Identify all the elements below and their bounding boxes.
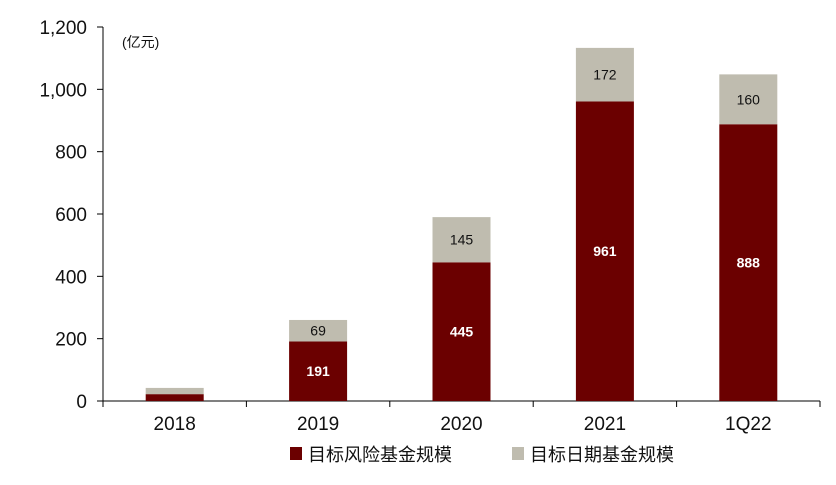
bar-segment-target-date (289, 319, 348, 342)
y-tick-label: 800 (55, 143, 87, 164)
data-label: 191 (306, 363, 330, 379)
x-tick-label: 2020 (440, 414, 482, 435)
bar-segment-target-risk (719, 124, 778, 402)
x-axis: 2018 2019 2020 2021 1Q22 (102, 400, 821, 435)
x-tick-label: 2018 (154, 414, 196, 435)
data-label: 172 (593, 67, 617, 83)
data-label: 888 (737, 255, 761, 271)
x-tick-label: 2021 (584, 414, 626, 435)
y-tick-label: 200 (55, 330, 87, 351)
y-tick-label: 1,000 (39, 80, 87, 101)
bars: 191 69 445 145 961 172 888 160 (145, 47, 778, 402)
x-tick-label: 1Q22 (725, 414, 771, 435)
bar-segment-target-risk (289, 341, 348, 401)
bar-segment-target-risk (432, 262, 491, 401)
data-label: 145 (450, 232, 474, 248)
legend: 目标风险基金规模 目标日期基金规模 (290, 445, 674, 465)
unit-label: (亿元) (122, 34, 159, 50)
bar-segment-target-risk (575, 101, 634, 401)
data-label: 160 (737, 91, 761, 107)
data-label: 69 (310, 323, 326, 339)
y-tick-label: 600 (55, 205, 87, 226)
bar-segment-target-date (432, 217, 491, 263)
y-tick-label: 1,200 (39, 18, 87, 39)
y-tick-label: 400 (55, 267, 87, 288)
y-axis: 0 200 400 600 800 1,000 1,200 (39, 18, 104, 413)
legend-swatch (512, 447, 524, 460)
data-label: 445 (450, 324, 474, 340)
legend-swatch (290, 447, 302, 460)
legend-label: 目标风险基金规模 (308, 445, 452, 465)
x-tick-label: 2019 (297, 414, 339, 435)
bar-segment-target-date (719, 74, 778, 125)
data-label: 961 (593, 243, 617, 259)
bar-segment-target-date (575, 47, 634, 102)
bar-segment-target-date (145, 387, 204, 395)
y-tick-label: 0 (76, 392, 87, 413)
legend-label: 目标日期基金规模 (530, 445, 674, 465)
bar-segment-target-risk (145, 394, 204, 401)
